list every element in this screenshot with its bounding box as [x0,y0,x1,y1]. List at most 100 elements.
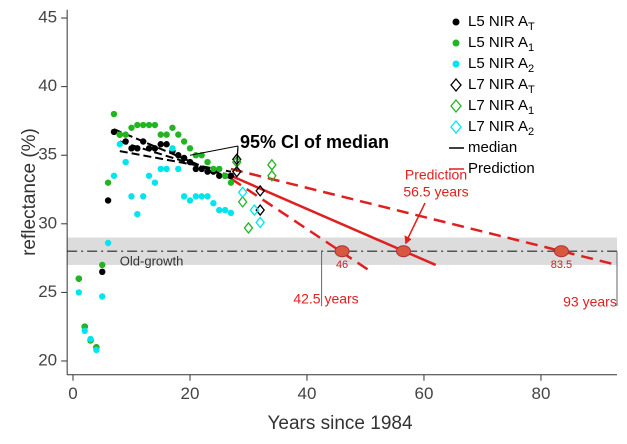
data-point [267,158,277,171]
data-point [227,172,235,179]
legend-label: median [468,139,517,156]
data-point [75,289,83,296]
data-point [216,165,223,173]
data-point [99,268,106,276]
data-point [157,141,164,148]
annotation: 93 years [563,294,617,310]
data-point [267,169,277,182]
data-point [151,145,159,152]
data-point [128,193,135,200]
data-point [237,195,248,208]
x-tick-label: 60 [415,384,434,403]
data-point [122,138,129,145]
data-point [169,124,176,131]
legend-marker [452,18,460,26]
data-point [237,186,248,199]
data-point [192,152,200,159]
annotation: 56.5 years [403,184,468,200]
data-point [255,204,266,217]
data-point [204,193,211,200]
data-point [204,168,211,175]
legend-name: median [468,139,517,156]
data-point [198,193,205,200]
prediction-label: 46 [336,259,348,271]
legend-sub: 1 [528,105,534,117]
data-point [104,239,112,247]
legend-name: Prediction [468,160,535,177]
data-point [163,131,170,138]
data-point [231,165,242,178]
data-point [163,165,170,173]
data-point [75,275,83,282]
legend-name: L5 NIR A [468,34,528,51]
data-point [186,197,194,204]
legend-name: L7 NIR A [468,118,528,135]
data-point [157,165,164,173]
data-point [175,165,182,173]
band-label: Old-growth [120,254,184,269]
data-point [169,145,176,152]
data-point [221,206,229,214]
data-point [227,179,235,186]
data-point [255,216,266,229]
x-tick-label: 40 [298,384,317,403]
data-point [122,131,129,138]
data-point [99,293,106,300]
data-point [128,145,135,152]
data-point [186,158,194,166]
data-point [116,131,123,138]
data-point [87,335,94,343]
data-point [204,158,211,166]
data-point [139,121,147,129]
data-point [93,346,100,354]
legend-marker [450,77,462,93]
data-point [134,145,141,152]
data-point [145,172,153,179]
data-point [145,121,153,129]
prediction-point [553,245,569,258]
data-point [139,138,147,145]
arrow [404,202,426,244]
data-point [116,141,123,148]
leader-line [236,145,239,172]
annotation: 42.5 years [293,291,358,307]
data-point [192,193,200,200]
legend-label: L5 NIR A2 [468,55,534,75]
data-point [210,200,217,207]
legend-name: L5 NIR A [468,55,528,72]
legend-name: L5 NIR A [468,13,528,30]
data-point [180,138,188,145]
data-point [186,145,194,152]
data-point [134,121,141,129]
data-point [104,197,112,204]
y-axis-label: reflectance (%) [19,128,40,256]
data-point [255,184,266,197]
y-tick-label: 20 [38,350,57,369]
data-point [145,145,153,152]
x-tick-label: 0 [68,384,77,403]
data-point [175,131,182,138]
data-point [157,131,164,138]
prediction-label: 83.5 [551,259,572,271]
data-point [180,193,188,200]
y-tick-label: 35 [38,145,57,164]
y-tick-label: 30 [38,213,57,232]
legend-sub: 1 [528,42,534,54]
data-point [99,261,106,269]
data-point [192,165,200,173]
data-point [221,172,229,179]
legend-marker [452,39,460,47]
data-point [180,154,188,162]
x-tick-label: 80 [531,384,550,403]
y-tick-label: 45 [38,8,57,27]
data-point [175,152,182,159]
legend-label: L5 NIR AT [468,13,535,33]
legend-name: L7 NIR A [468,97,528,114]
legend-sub: 2 [528,63,534,75]
legend-label: L7 NIR AT [468,76,535,96]
data-point [110,128,118,136]
legend-marker [450,119,462,135]
x-tick-label: 20 [181,384,200,403]
legend-marker [452,60,460,68]
